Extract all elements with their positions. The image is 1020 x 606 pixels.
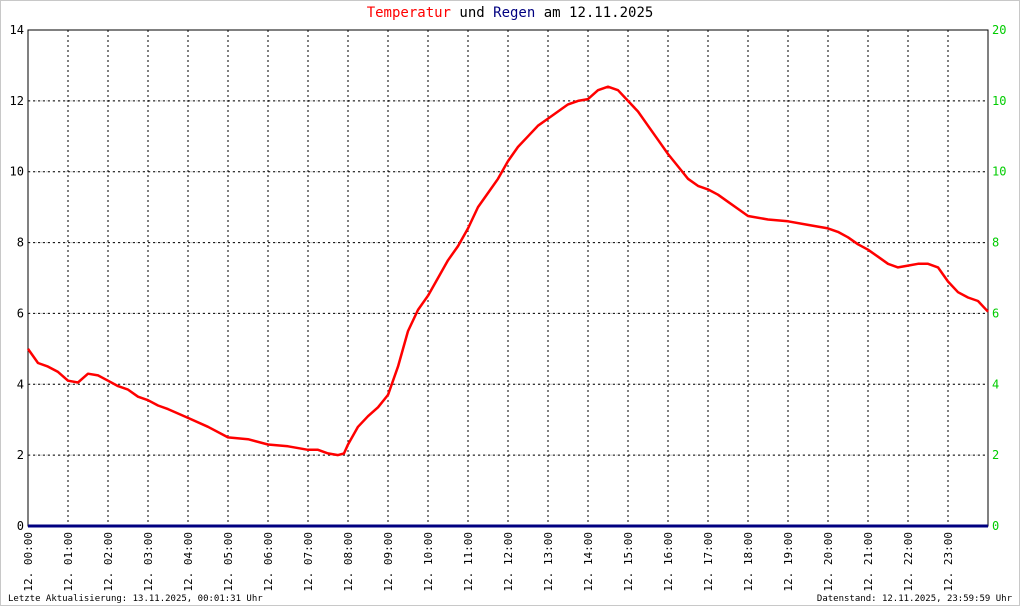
x-tick-label: 12. 14:00 xyxy=(582,532,595,592)
y-left-tick-label: 8 xyxy=(17,236,24,250)
y-left-tick-label: 14 xyxy=(10,23,24,37)
data-status-text: Datenstand: 12.11.2025, 23:59:59 Uhr xyxy=(816,594,1012,604)
x-tick-label: 12. 06:00 xyxy=(262,532,275,592)
y-right-tick-label: 8 xyxy=(992,236,999,250)
x-tick-label: 12. 05:00 xyxy=(222,532,235,592)
x-tick-label: 12. 02:00 xyxy=(102,532,115,592)
y-left-tick-label: 4 xyxy=(17,377,24,391)
y-left-tick-label: 12 xyxy=(10,94,24,108)
temperature-series-line xyxy=(26,85,989,457)
y-right-tick-label: 2 xyxy=(992,448,999,462)
y-right-tick-label: 10 xyxy=(992,165,1006,179)
x-tick-label: 12. 10:00 xyxy=(422,532,435,592)
x-tick-label: 12. 16:00 xyxy=(662,532,675,592)
x-tick-label: 12. 07:00 xyxy=(302,532,315,592)
x-tick-label: 12. 01:00 xyxy=(62,532,75,592)
y-right-tick-label: 4 xyxy=(992,377,999,391)
title-rain: Regen xyxy=(493,5,536,21)
y-left-tick-label: 6 xyxy=(17,306,24,320)
y-right-tick-label: 0 xyxy=(992,519,999,533)
x-tick-label: 12. 22:00 xyxy=(902,532,915,592)
chart-title: Temperatur und Regen am 12.11.2025 xyxy=(0,5,1020,21)
last-update-text: Letzte Aktualisierung: 13.11.2025, 00:01… xyxy=(8,594,263,604)
x-tick-label: 12. 03:00 xyxy=(142,532,155,592)
x-tick-label: 12. 12:00 xyxy=(502,532,515,592)
x-tick-label: 12. 18:00 xyxy=(742,532,755,592)
y-right-tick-label: 6 xyxy=(992,306,999,320)
x-tick-label: 12. 15:00 xyxy=(622,532,635,592)
y-left-tick-label: 0 xyxy=(17,519,24,533)
x-tick-label: 12. 17:00 xyxy=(702,532,715,592)
x-tick-label: 12. 13:00 xyxy=(542,532,555,592)
x-tick-label: 12. 00:00 xyxy=(22,532,35,592)
y-left-tick-label: 10 xyxy=(10,165,24,179)
x-tick-label: 12. 04:00 xyxy=(182,532,195,592)
title-date: am 12.11.2025 xyxy=(535,5,654,21)
x-tick-label: 12. 23:00 xyxy=(942,532,955,592)
x-tick-label: 12. 19:00 xyxy=(782,532,795,592)
x-tick-label: 12. 11:00 xyxy=(462,532,475,592)
title-and: und xyxy=(450,5,494,21)
y-right-tick-label: 20 xyxy=(992,23,1006,37)
x-tick-label: 12. 08:00 xyxy=(342,532,355,592)
x-tick-label: 12. 20:00 xyxy=(822,532,835,592)
x-tick-label: 12. 21:00 xyxy=(862,532,875,592)
x-tick-label: 12. 09:00 xyxy=(382,532,395,592)
y-left-tick-label: 2 xyxy=(17,448,24,462)
title-temperature: Temperatur xyxy=(366,5,451,21)
y-right-tick-label: 10 xyxy=(992,94,1006,108)
